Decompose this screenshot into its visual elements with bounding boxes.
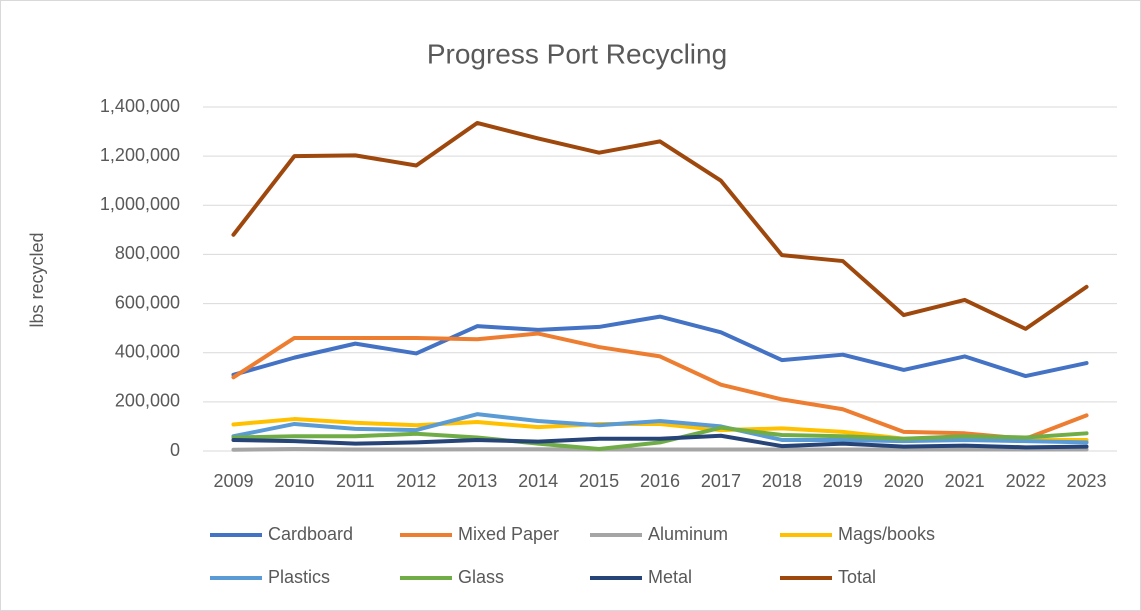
line bbox=[231, 412, 1089, 445]
x-tick-label: 2017 bbox=[701, 471, 741, 491]
x-tick-label: 2023 bbox=[1067, 471, 1107, 491]
y-tick-label: 200,000 bbox=[115, 391, 180, 411]
x-tick-label: 2020 bbox=[884, 471, 924, 491]
x-tick-label: 2011 bbox=[336, 471, 375, 491]
line bbox=[231, 120, 1089, 331]
legend-label: Total bbox=[838, 567, 876, 587]
x-tick-label: 2016 bbox=[640, 471, 680, 491]
x-tick-label: 2014 bbox=[518, 471, 558, 491]
legend-label: Mags/books bbox=[838, 524, 935, 544]
line bbox=[231, 314, 1089, 379]
legend-label: Glass bbox=[458, 567, 504, 587]
legend-label: Metal bbox=[648, 567, 692, 587]
x-tick-label: 2022 bbox=[1006, 471, 1046, 491]
x-tick-label: 2010 bbox=[274, 471, 314, 491]
y-tick-label: 0 bbox=[170, 440, 180, 460]
line bbox=[231, 425, 1089, 452]
legend-label: Cardboard bbox=[268, 524, 353, 544]
line bbox=[231, 447, 1089, 452]
x-tick-label: 2021 bbox=[945, 471, 985, 491]
x-tick-label: 2012 bbox=[396, 471, 436, 491]
x-tick-label: 2019 bbox=[823, 471, 863, 491]
x-tick-label: 2015 bbox=[579, 471, 619, 491]
y-tick-label: 800,000 bbox=[115, 243, 180, 263]
legend-label: Plastics bbox=[268, 567, 330, 587]
y-tick-label: 600,000 bbox=[115, 292, 180, 312]
y-tick-label: 400,000 bbox=[115, 341, 180, 361]
line bbox=[231, 331, 1089, 441]
x-tick-label: 2013 bbox=[457, 471, 497, 491]
x-tick-label: 2009 bbox=[213, 471, 253, 491]
line bbox=[231, 433, 1089, 450]
chart-title: Progress Port Recycling bbox=[427, 38, 727, 69]
x-tick-label: 2018 bbox=[762, 471, 802, 491]
legend-label: Aluminum bbox=[648, 524, 728, 544]
y-tick-label: 1,000,000 bbox=[100, 194, 180, 214]
y-tick-label: 1,200,000 bbox=[100, 145, 180, 165]
y-axis-label: lbs recycled bbox=[27, 232, 47, 327]
legend-label: Mixed Paper bbox=[458, 524, 559, 544]
y-tick-label: 1,400,000 bbox=[100, 96, 180, 116]
